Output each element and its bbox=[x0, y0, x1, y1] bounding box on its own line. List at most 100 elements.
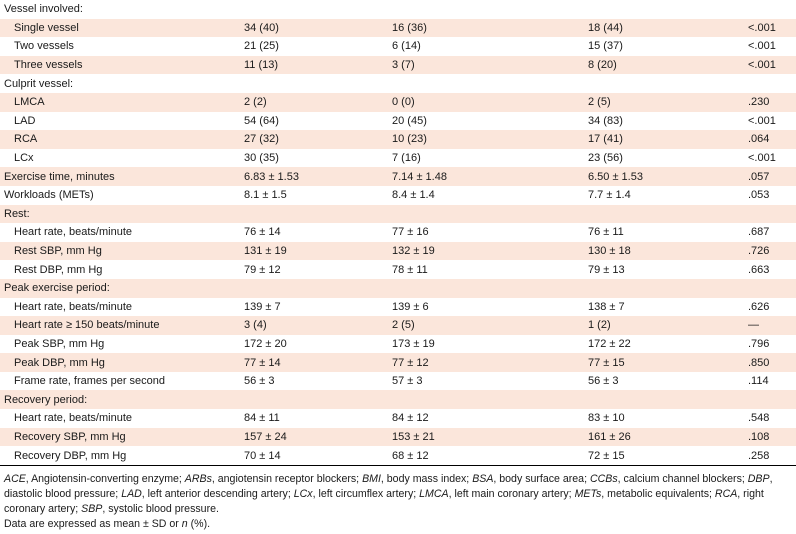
table-row: Heart rate, beats/minute 76 ± 14 77 ± 16 76… bbox=[0, 223, 796, 242]
p-value bbox=[748, 278, 796, 298]
group3-value: 56 ± 3 bbox=[588, 371, 748, 391]
abbreviation-term: CCBs bbox=[589, 472, 618, 485]
group1-value: 27 (32) bbox=[244, 130, 392, 149]
group1-value: 34 (40) bbox=[244, 18, 392, 38]
group1-value: 54 (64) bbox=[244, 111, 392, 131]
table-row: Peak DBP, mm Hg 77 ± 14 77 ± 12 77 ± 15.850 bbox=[0, 353, 796, 372]
group2-value: 0 (0) bbox=[392, 92, 588, 112]
group2-value: 78 ± 11 bbox=[392, 260, 588, 279]
row-label: Rest DBP, mm Hg bbox=[0, 260, 244, 279]
group1-value: 157 ± 24 bbox=[244, 427, 392, 447]
abbreviation-term: LCx bbox=[293, 487, 313, 500]
group1-value: 139 ± 7 bbox=[244, 297, 392, 317]
abbreviation-definition: , metabolic equivalents; bbox=[601, 487, 715, 500]
group3-value: 17 (41) bbox=[588, 130, 748, 149]
table-row: Single vessel 34 (40) 16 (36) 18 (44) <.001 bbox=[0, 18, 796, 38]
group3-value bbox=[588, 278, 748, 298]
group3-value: 138 ± 7 bbox=[588, 297, 748, 317]
p-value: .626 bbox=[748, 297, 796, 317]
p-value: <.001 bbox=[748, 148, 796, 168]
group1-value: 79 ± 12 bbox=[244, 260, 392, 279]
p-value: <.001 bbox=[748, 55, 796, 75]
row-label: LCx bbox=[0, 148, 244, 168]
group3-value: 79 ± 13 bbox=[588, 260, 748, 279]
group3-value: 23 (56) bbox=[588, 148, 748, 168]
p-value: .850 bbox=[748, 353, 796, 372]
group1-value bbox=[244, 74, 392, 93]
row-label: Recovery DBP, mm Hg bbox=[0, 446, 244, 465]
table-body: Vessel involved: Single vessel 34 (40) 16 (… bbox=[0, 0, 796, 465]
p-value bbox=[748, 0, 796, 19]
table-row: Rest DBP, mm Hg 79 ± 12 78 ± 11 79 ± 13.663 bbox=[0, 260, 796, 279]
group1-value: 8.1 ± 1.5 bbox=[244, 185, 392, 205]
group1-value: 56 ± 3 bbox=[244, 371, 392, 391]
row-label: LMCA bbox=[0, 92, 244, 112]
group3-value: 72 ± 15 bbox=[588, 446, 748, 465]
group2-value: 7.14 ± 1.48 bbox=[392, 167, 588, 186]
p-value bbox=[748, 390, 796, 410]
p-value: <.001 bbox=[748, 111, 796, 131]
group1-value: 21 (25) bbox=[244, 37, 392, 56]
row-label: Culprit vessel: bbox=[0, 74, 244, 93]
group3-value: 2 (5) bbox=[588, 92, 748, 112]
p-value: .114 bbox=[748, 371, 796, 391]
table-row: RCA 27 (32) 10 (23) 17 (41) .064 bbox=[0, 130, 796, 149]
table-row: Two vessels 21 (25) 6 (14) 15 (37) <.001 bbox=[0, 37, 796, 56]
abbreviation-term: BSA bbox=[472, 472, 494, 485]
group1-value: 2 (2) bbox=[244, 92, 392, 112]
group2-value: 7 (16) bbox=[392, 148, 588, 168]
table-row: Three vessels 11 (13) 3 (7) 8 (20) <.001 bbox=[0, 55, 796, 75]
table-row: LMCA 2 (2) 0 (0) 2 (5) .230 bbox=[0, 92, 796, 112]
group3-value bbox=[588, 390, 748, 410]
abbreviation-term: LAD bbox=[121, 487, 142, 500]
row-label: Single vessel bbox=[0, 18, 244, 38]
group2-value: 68 ± 12 bbox=[392, 446, 588, 465]
group2-value: 173 ± 19 bbox=[392, 334, 588, 354]
table-footnote: ACE, Angiotensin-converting enzyme; ARBs… bbox=[0, 464, 796, 532]
group2-value: 20 (45) bbox=[392, 111, 588, 131]
abbreviation-definition: , diastolic blood pressure; bbox=[4, 472, 773, 500]
abbreviation-term: ACE bbox=[4, 472, 26, 485]
row-label: LAD bbox=[0, 111, 244, 131]
row-label: Rest: bbox=[0, 204, 244, 224]
row-label: Peak exercise period: bbox=[0, 278, 244, 298]
p-value: .057 bbox=[748, 167, 796, 186]
group3-value: 76 ± 11 bbox=[588, 223, 748, 242]
group2-value: 3 (7) bbox=[392, 55, 588, 75]
group3-value: 8 (20) bbox=[588, 55, 748, 75]
row-label: Heart rate, beats/minute bbox=[0, 409, 244, 428]
p-value: .796 bbox=[748, 334, 796, 354]
row-label: Three vessels bbox=[0, 55, 244, 75]
group2-value: 16 (36) bbox=[392, 18, 588, 38]
group3-value: 77 ± 15 bbox=[588, 353, 748, 372]
table-row: LAD 54 (64) 20 (45) 34 (83) <.001 bbox=[0, 111, 796, 131]
abbreviation-term: BMI bbox=[362, 472, 381, 485]
p-value: .258 bbox=[748, 446, 796, 465]
group2-value bbox=[392, 74, 588, 93]
row-label: Heart rate, beats/minute bbox=[0, 223, 244, 242]
group1-value: 70 ± 14 bbox=[244, 446, 392, 465]
group1-value: 3 (4) bbox=[244, 316, 392, 335]
table-row: Recovery SBP, mm Hg 157 ± 24 153 ± 21 161 ±… bbox=[0, 427, 796, 447]
group3-value bbox=[588, 0, 748, 19]
group1-value: 84 ± 11 bbox=[244, 409, 392, 428]
table-row: Rest: bbox=[0, 204, 796, 224]
group1-value: 6.83 ± 1.53 bbox=[244, 167, 392, 186]
row-label: Peak DBP, mm Hg bbox=[0, 353, 244, 372]
abbreviation-definition: , right coronary artery; bbox=[4, 487, 764, 515]
p-value: .726 bbox=[748, 241, 796, 261]
abbreviation-definition: , angiotensin receptor blockers; bbox=[211, 472, 363, 485]
group1-value bbox=[244, 204, 392, 224]
group2-value: 2 (5) bbox=[392, 316, 588, 335]
group3-value: 18 (44) bbox=[588, 18, 748, 38]
p-value: .064 bbox=[748, 130, 796, 149]
data-expression-note: Data are expressed as mean ± SD or n (%)… bbox=[4, 517, 788, 532]
row-label: Peak SBP, mm Hg bbox=[0, 334, 244, 354]
data-note-suffix: (%). bbox=[187, 517, 211, 530]
group3-value bbox=[588, 204, 748, 224]
abbreviation-definition: , left main coronary artery; bbox=[448, 487, 575, 500]
p-value: .230 bbox=[748, 92, 796, 112]
group2-value bbox=[392, 0, 588, 19]
abbreviations-note: ACE, Angiotensin-converting enzyme; ARBs… bbox=[4, 472, 788, 517]
group2-value: 132 ± 19 bbox=[392, 241, 588, 261]
